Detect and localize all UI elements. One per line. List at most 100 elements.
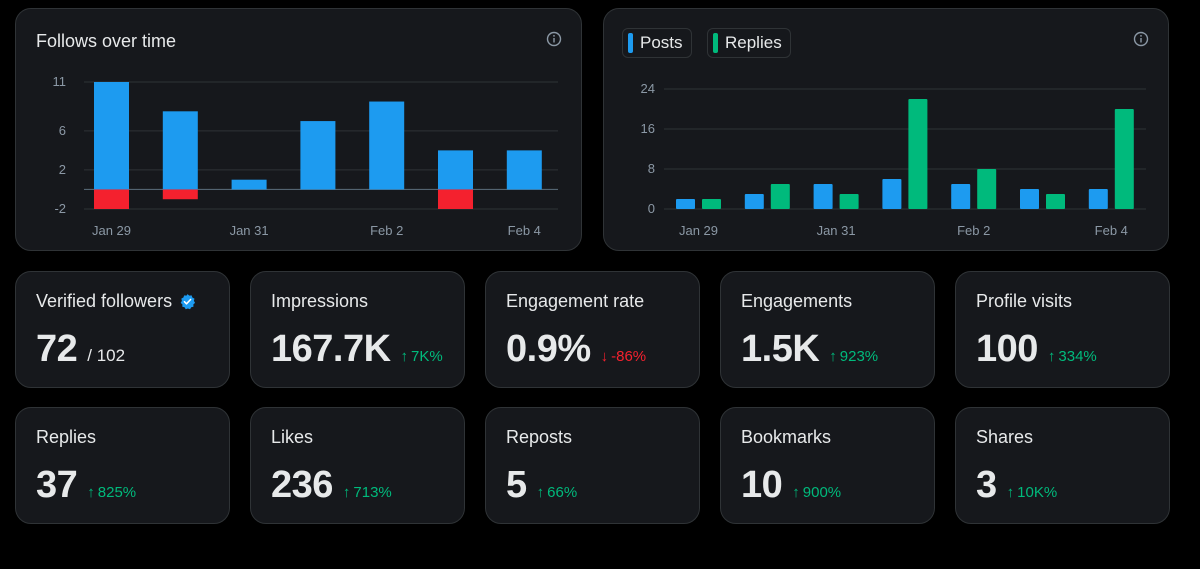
metric-value: 1.5K [741, 328, 820, 370]
arrow-up-icon: ↑ [87, 484, 95, 501]
metric-change: ↑ 923% [829, 348, 878, 365]
arrow-up-icon: ↑ [792, 484, 800, 501]
metric-change-value: 7K% [411, 348, 443, 365]
bar-replies[interactable] [1114, 109, 1134, 209]
bar-posts[interactable] [744, 194, 764, 209]
x-tick-label: Feb 4 [508, 223, 541, 238]
metric-change-value: 900% [802, 484, 842, 501]
bar-unfollows[interactable] [438, 189, 473, 209]
arrow-up-icon: ↑ [400, 348, 409, 365]
x-tick-label: Jan 29 [92, 223, 131, 238]
bar-replies[interactable] [839, 194, 859, 209]
bar-follows[interactable] [369, 101, 405, 190]
bar-follows[interactable] [231, 179, 267, 190]
x-tick-label: Jan 31 [817, 223, 856, 238]
metric-card-bookmarks[interactable]: Bookmarks 10 ↑ 900% [720, 407, 935, 524]
info-icon[interactable] [546, 31, 562, 47]
follows-bar-chart: 11 6 2 -2 Jan 29 Jan 31 Feb 2 Feb 4 [53, 74, 558, 238]
metric-label-text: Reposts [506, 427, 573, 447]
legend-replies-label: Replies [725, 33, 782, 52]
x-tick-label: Jan 29 [679, 223, 718, 238]
metric-change-value: 923% [839, 348, 879, 365]
metric-total: / 102 [87, 346, 126, 365]
metric-change: ↑ 900% [792, 484, 841, 501]
bar-posts[interactable] [813, 184, 833, 209]
posts-replies-card: Posts Replies 24 16 8 0 Jan 29 Jan 31 Feb 2 Feb… [603, 8, 1169, 251]
bar-follows[interactable] [506, 150, 542, 190]
replies-swatch [713, 33, 718, 53]
metric-label-text: Impressions [271, 291, 369, 311]
metric-card-engagements[interactable]: Engagements 1.5K ↑ 923% [720, 271, 935, 388]
metric-card-verified-followers[interactable]: Verified followers 72 / 102 [15, 271, 230, 388]
bar-posts[interactable] [882, 179, 902, 209]
arrow-up-icon: ↑ [342, 484, 351, 501]
metric-card-shares[interactable]: Shares 3 ↑ 10K% [955, 407, 1170, 524]
bar-posts[interactable] [951, 184, 971, 209]
legend-posts[interactable]: Posts [622, 28, 692, 58]
metric-card-replies[interactable]: Replies 37 ↑ 825% [15, 407, 230, 524]
bar-follows[interactable] [94, 82, 129, 190]
metric-card-reposts[interactable]: Reposts 5 ↑ 66% [485, 407, 700, 524]
posts-swatch [628, 33, 633, 53]
x-tick-label: Jan 31 [230, 223, 269, 238]
metric-label: Verified followers [36, 291, 196, 312]
y-tick-label: 24 [641, 81, 655, 96]
bar-posts[interactable] [1020, 189, 1039, 209]
metric-value: 0.9% [506, 328, 591, 370]
metric-change-value: 713% [353, 484, 392, 501]
metric-card-likes[interactable]: Likes 236 ↑ 713% [250, 407, 465, 524]
follows-chart-title: Follows over time [36, 31, 177, 51]
metric-value: 236 [271, 464, 333, 506]
metric-change: ↑ 334% [1048, 348, 1097, 365]
bar-follows[interactable] [438, 150, 473, 190]
bar-replies[interactable] [770, 184, 790, 209]
x-tick-label: Feb 2 [957, 223, 990, 238]
bar-posts[interactable] [1088, 189, 1108, 209]
metric-value: 72 [36, 328, 78, 370]
arrow-up-icon: ↑ [1047, 348, 1056, 365]
y-tick-label: 0 [648, 201, 655, 216]
metric-label-text: Likes [271, 427, 314, 447]
y-tick-label: 16 [641, 121, 655, 136]
arrow-down-icon: ↓ [600, 348, 609, 365]
bar-follows[interactable] [162, 111, 198, 190]
y-tick-label: 2 [59, 162, 66, 177]
bar-unfollows[interactable] [94, 189, 129, 209]
bar-posts[interactable] [676, 199, 695, 209]
metric-label-text: Profile visits [976, 291, 1073, 311]
metric-value: 167.7K [271, 328, 391, 370]
bar-follows[interactable] [300, 121, 336, 190]
y-tick-label: 6 [59, 123, 66, 138]
legend-replies[interactable]: Replies [707, 28, 791, 58]
x-tick-label: Feb 2 [370, 223, 403, 238]
metric-change: ↑ 7K% [401, 348, 443, 365]
bar-replies[interactable] [702, 199, 721, 209]
metric-label-text: Engagement rate [506, 291, 645, 311]
posts-replies-bar-chart: 24 16 8 0 Jan 29 Jan 31 Feb 2 Feb 4 [641, 81, 1146, 238]
metric-card-profile-visits[interactable]: Profile visits 100 ↑ 334% [955, 271, 1170, 388]
metric-label-text: Replies [36, 427, 97, 447]
metric-label-text: Shares [976, 427, 1034, 447]
metric-change: ↓ -86% [601, 348, 647, 365]
metric-change-value: -86% [611, 348, 647, 365]
metric-change: ↑ 825% [87, 484, 136, 501]
metric-value: 100 [976, 328, 1038, 370]
arrow-up-icon: ↑ [829, 348, 837, 365]
verified-badge-icon [180, 294, 196, 310]
metric-change: ↑ 10K% [1007, 484, 1058, 501]
legend-posts-label: Posts [640, 33, 683, 52]
info-icon[interactable] [1133, 31, 1149, 47]
bar-replies[interactable] [977, 169, 997, 209]
metric-card-impressions[interactable]: Impressions 167.7K ↑ 7K% [250, 271, 465, 388]
metric-value: 37 [36, 464, 78, 506]
y-tick-label: 11 [53, 74, 67, 89]
y-tick-label: 8 [648, 161, 655, 176]
metric-change-value: 66% [547, 484, 578, 501]
metric-card-engagement-rate[interactable]: Engagement rate 0.9% ↓ -86% [485, 271, 700, 388]
bar-replies[interactable] [1046, 194, 1065, 209]
bar-unfollows[interactable] [162, 189, 198, 200]
metric-change-value: 825% [97, 484, 137, 501]
bar-replies[interactable] [908, 99, 928, 209]
metric-value: 10 [741, 464, 783, 506]
metric-value: 5 [506, 464, 527, 506]
